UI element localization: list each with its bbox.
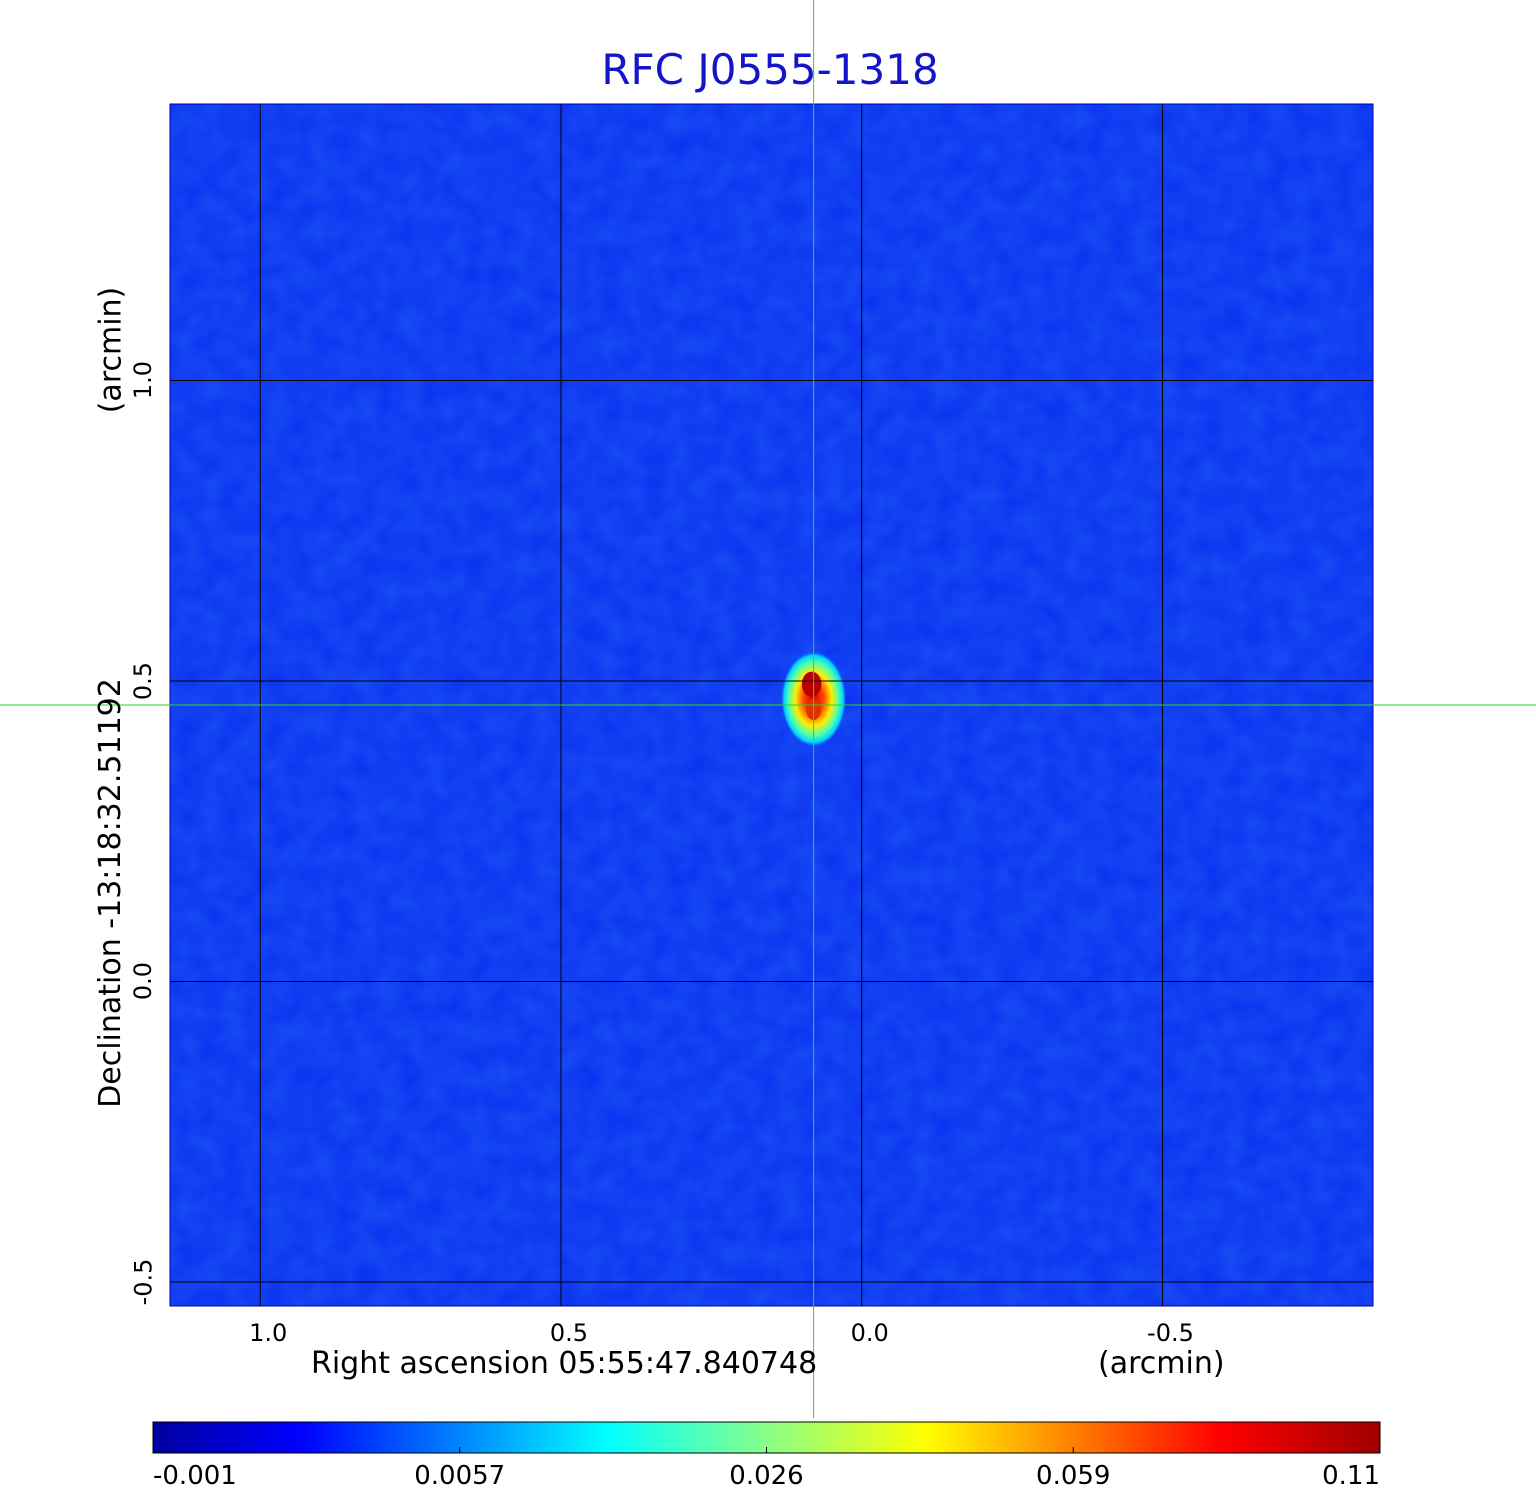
- x-axis-unit-label: (arcmin): [1098, 1346, 1225, 1381]
- x-tick-label-1: 0.5: [549, 1319, 589, 1347]
- source-peak-upper: [801, 671, 822, 697]
- crosshair: [0, 0, 1536, 1418]
- colorbar-ticks: [459, 1447, 1074, 1453]
- x-tick-label-2: 0.0: [850, 1319, 889, 1347]
- x-tick-label-0: 1.0: [249, 1319, 288, 1347]
- y-axis-label: Declination -13:18:32.51192: [92, 678, 128, 1108]
- x-axis-label: Right ascension 05:55:47.840748: [311, 1346, 818, 1381]
- colorbar-tick-label-3: 0.059: [1036, 1461, 1111, 1491]
- colorbar-tick-label-4: 0.11: [1322, 1461, 1380, 1491]
- y-tick-label-3: -0.5: [128, 1258, 157, 1306]
- chart-title: RFC J0555-1318: [601, 45, 939, 94]
- y-tick-label-2: 0.0: [129, 962, 158, 1001]
- y-tick-label-1: 0.5: [129, 661, 158, 701]
- colorbar-tick-label-0: -0.001: [153, 1461, 237, 1491]
- colorbar-tick-label-2: 0.026: [729, 1461, 804, 1491]
- y-axis-unit-label: (arcmin): [92, 286, 128, 414]
- x-tick-label-3: -0.5: [1147, 1319, 1194, 1347]
- colorbar-tick-label-1: 0.0057: [414, 1461, 506, 1491]
- y-tick-label-0: 1.0: [129, 361, 158, 400]
